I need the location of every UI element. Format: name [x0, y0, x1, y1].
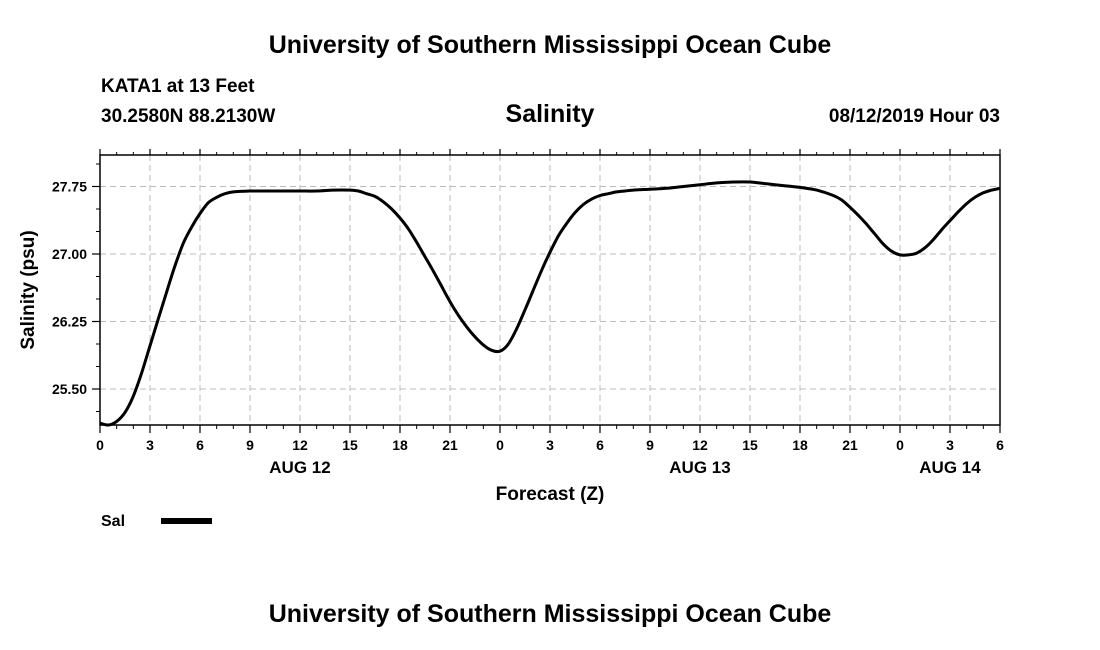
footer-title: University of Southern Mississippi Ocean…	[268, 600, 832, 628]
salinity-series-line	[99, 180, 1001, 427]
x-date-label: AUG 12	[269, 458, 330, 477]
series-layer	[99, 180, 1001, 427]
x-tick-label: 15	[742, 437, 758, 453]
x-tick-label: 9	[646, 437, 654, 453]
x-tick-label: 6	[996, 437, 1004, 453]
x-tick-label: 6	[596, 437, 604, 453]
station-label: KATA1 at 13 Feet	[101, 76, 255, 97]
x-tick-label: 3	[546, 437, 554, 453]
x-tick-label: 0	[496, 437, 504, 453]
x-tick-label: 18	[392, 437, 408, 453]
legend-label: Sal	[101, 513, 125, 530]
x-date-label: AUG 14	[919, 458, 981, 477]
tick-labels: 0 3 6 9 12 15 18 21 0 3 6 9 12 15 18 21 0 3 6 25.50 26.25 27.…	[52, 179, 1004, 478]
grid-lines	[100, 155, 1000, 425]
x-date-label: AUG 13	[669, 458, 730, 477]
forecast-datetime: 08/12/2019 Hour 03	[828, 106, 1000, 127]
x-tick-label: 21	[842, 437, 858, 453]
chart-title: Salinity	[505, 100, 595, 128]
x-tick-label: 3	[946, 437, 954, 453]
x-tick-label: 0	[896, 437, 904, 453]
x-tick-label: 3	[146, 437, 154, 453]
x-tick-label: 15	[342, 437, 358, 453]
x-tick-label: 6	[196, 437, 204, 453]
x-tick-label: 21	[442, 437, 458, 453]
x-tick-label: 0	[96, 437, 104, 453]
y-tick-label: 25.50	[52, 381, 87, 397]
x-tick-label: 9	[246, 437, 254, 453]
y-tick-label: 27.75	[52, 179, 87, 195]
y-axis-label: Salinity (psu)	[18, 230, 39, 349]
plot-frame	[99, 154, 1001, 426]
station-coordinates: 30.2580N 88.2130W	[101, 106, 276, 127]
x-tick-label: 12	[692, 437, 708, 453]
x-tick-label: 12	[292, 437, 308, 453]
y-tick-label: 27.00	[52, 246, 87, 262]
page-title: University of Southern Mississippi Ocean…	[268, 31, 832, 59]
x-axis-label: Forecast (Z)	[496, 484, 605, 505]
x-tick-label: 18	[792, 437, 808, 453]
y-tick-label: 26.25	[52, 314, 87, 330]
